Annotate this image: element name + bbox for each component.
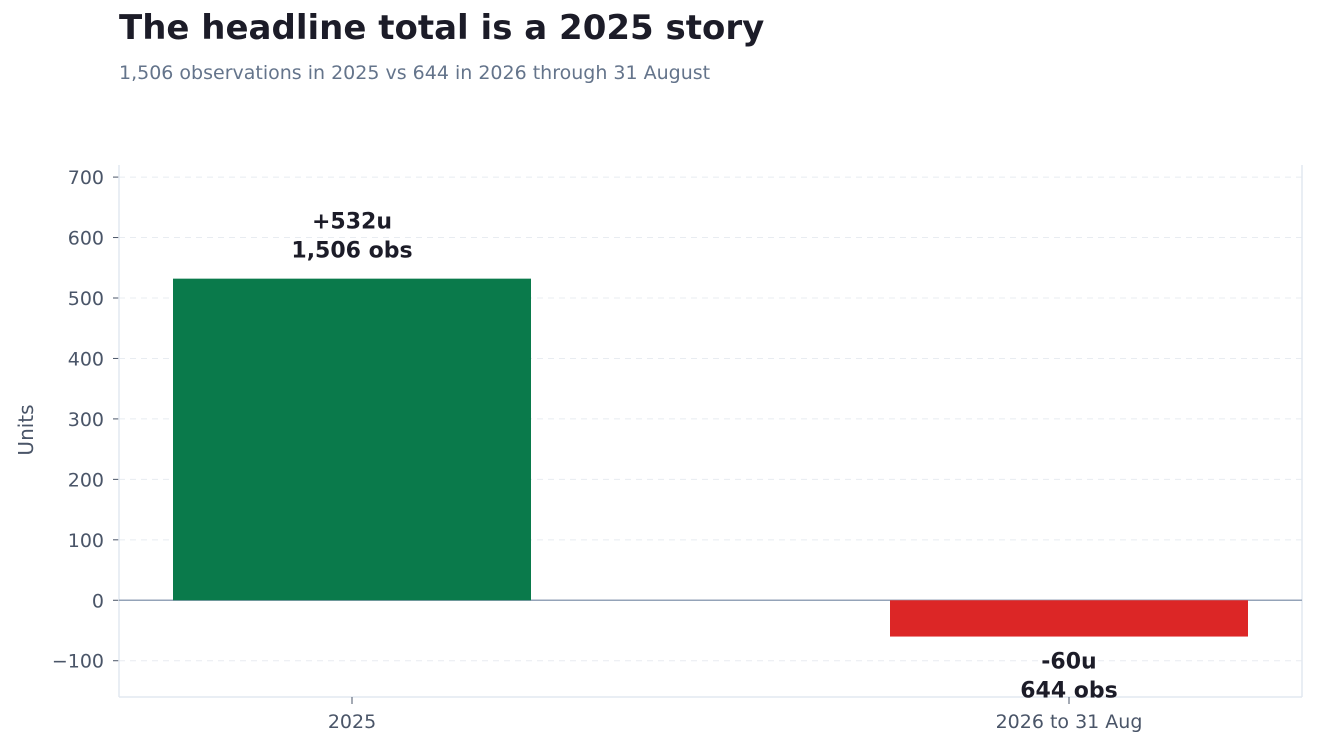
y-tick-label: 700 [68, 167, 104, 189]
y-tick-label: 300 [68, 409, 104, 431]
x-tick-label: 2026 to 31 Aug [996, 711, 1143, 733]
y-tick-label: 200 [68, 469, 104, 491]
data-label: 644 obs [1020, 679, 1118, 704]
bar [173, 278, 531, 601]
data-labels: +532u 1,506 obs -60u 644 obs [291, 210, 1117, 704]
data-label: -60u [1041, 650, 1096, 675]
y-tick-label: 600 [68, 228, 104, 250]
chart-subtitle: 1,506 observations in 2025 vs 644 in 202… [119, 62, 711, 84]
bar [890, 600, 1248, 637]
y-tick-label: 400 [68, 348, 104, 370]
y-tick-label: 0 [92, 590, 104, 612]
tick-labels: −100 0 100 200 300 400 500 600 700 2025 2026 to 31… [52, 167, 1143, 733]
y-tick-label: −100 [52, 651, 104, 673]
data-label: +532u [312, 210, 392, 235]
y-axis-label: Units [14, 404, 38, 455]
x-tick-label: 2025 [328, 711, 376, 733]
y-tick-label: 100 [68, 530, 104, 552]
data-label: 1,506 obs [291, 239, 412, 264]
bars [173, 278, 1248, 637]
y-tick-label: 500 [68, 288, 104, 310]
chart-title: The headline total is a 2025 story [119, 8, 765, 48]
